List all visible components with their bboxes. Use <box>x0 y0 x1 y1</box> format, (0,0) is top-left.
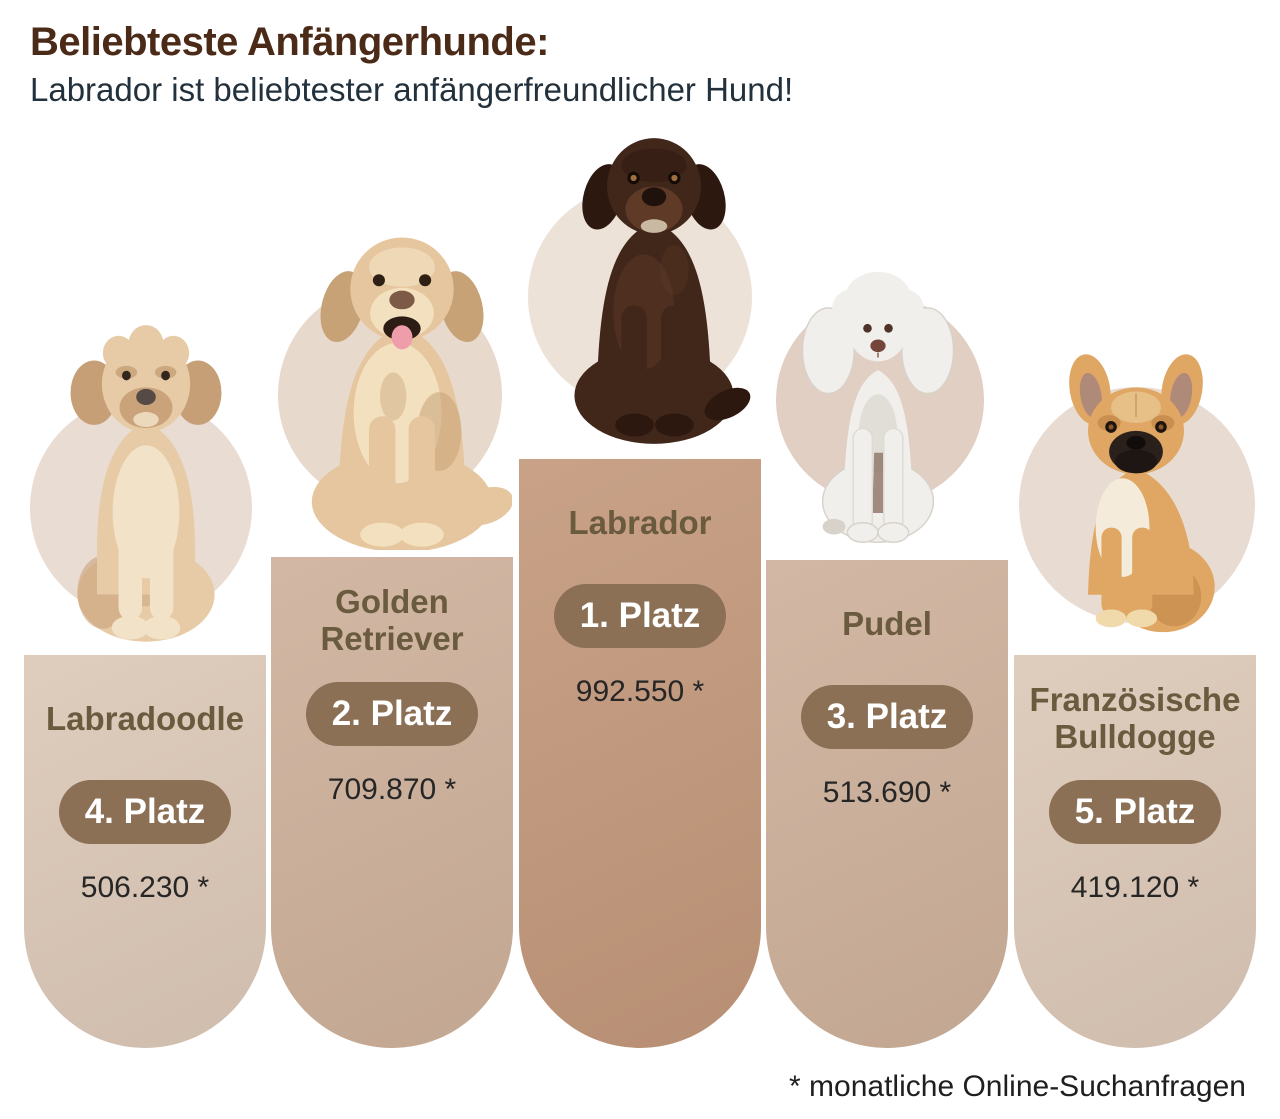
footnote: * monatliche Online-Suchanfragen <box>789 1070 1246 1103</box>
rank-badge: 4. Platz <box>59 780 231 844</box>
page-title: Beliebteste Anfängerhunde: <box>30 20 549 64</box>
search-volume: 992.550 * <box>575 675 705 708</box>
header: Beliebteste Anfängerhunde: Labrador ist … <box>30 20 793 109</box>
podium-column-labradoodle: Labradoodle 4. Platz 506.230 * <box>24 655 266 1048</box>
podium-column-labrador: Labrador 1. Platz 992.550 * <box>519 459 761 1048</box>
breed-label: Labradoodle <box>45 699 245 737</box>
podium-column-franzoesische-bulldogge: Französische Bulldogge 5. Platz 419.120 … <box>1014 655 1256 1048</box>
golden-retriever-dog-illustration <box>311 237 512 550</box>
breed-label: Pudel <box>842 604 932 642</box>
search-volume: 419.120 * <box>1070 871 1200 904</box>
rank-badge-label: 3. Platz <box>826 697 948 736</box>
rank-badge: 3. Platz <box>801 685 973 749</box>
search-volume: 506.230 * <box>80 871 210 904</box>
rank-badge-label: 2. Platz <box>331 694 453 733</box>
rank-badge-label: 4. Platz <box>84 792 206 831</box>
rank-badge: 2. Platz <box>306 682 478 746</box>
breed-label: Golden Retriever <box>320 583 464 657</box>
breed-label: Französische Bulldogge <box>1029 681 1241 755</box>
search-volume: 513.690 * <box>822 776 952 809</box>
rank-badge-label: 1. Platz <box>579 596 701 635</box>
rank-badge: 1. Platz <box>554 584 726 648</box>
rank-badge: 5. Platz <box>1049 780 1221 844</box>
rank-badge-label: 5. Platz <box>1074 792 1196 831</box>
breed-label: Labrador <box>568 503 712 541</box>
pudel-dog-illustration <box>801 271 955 543</box>
franzoesische-bulldogge-dog-illustration <box>1069 354 1215 633</box>
labradoodle-dog-illustration <box>70 325 222 642</box>
search-volume: 709.870 * <box>327 773 457 806</box>
labrador-dog-illustration <box>574 138 751 444</box>
podium-column-pudel: Pudel 3. Platz 513.690 * <box>766 560 1008 1048</box>
page-subtitle: Labrador ist beliebtester anfängerfreund… <box>30 71 794 108</box>
podium-column-golden-retriever: Golden Retriever 2. Platz 709.870 * <box>271 557 513 1048</box>
